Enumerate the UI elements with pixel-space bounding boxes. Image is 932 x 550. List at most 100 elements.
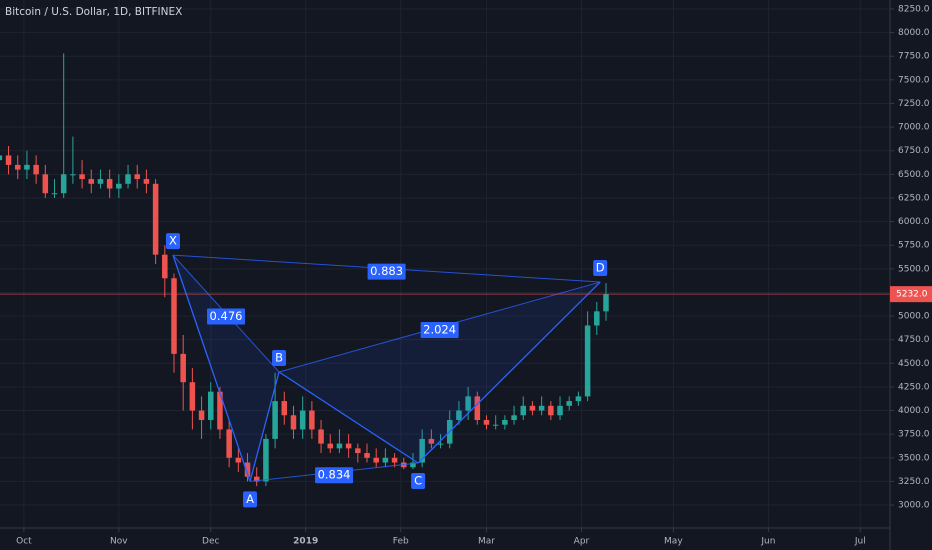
candle-body — [364, 453, 370, 458]
ratio-label: 0.883 — [370, 264, 403, 278]
candle-body — [189, 382, 196, 411]
candle-body — [217, 391, 223, 430]
candle-body — [79, 174, 85, 180]
y-tick-label: 4750.0 — [898, 335, 930, 345]
last-price-label: 5232.0 — [896, 290, 928, 300]
ratio-box — [315, 467, 354, 484]
candle-body — [529, 405, 536, 411]
y-tick-label: 5000.0 — [898, 312, 930, 322]
candle-body — [557, 405, 563, 416]
y-tick-label: 6000.0 — [898, 217, 930, 227]
point-label: B — [275, 351, 283, 365]
pattern-leg — [278, 371, 419, 464]
pattern-leg — [417, 281, 601, 464]
candle-body — [226, 429, 232, 458]
candle-body — [42, 174, 49, 194]
candle-body — [584, 325, 591, 397]
x-tick-label: Apr — [574, 537, 590, 547]
candle-body — [208, 391, 214, 420]
point-label: D — [596, 261, 605, 275]
candle-body — [171, 278, 177, 354]
last-price-box — [890, 286, 932, 303]
candle-body — [198, 410, 205, 420]
point-label: X — [169, 234, 177, 248]
candle-body — [502, 420, 508, 425]
y-tick-label: 3250.0 — [898, 477, 930, 487]
pattern-area — [172, 255, 280, 482]
candle-body — [152, 183, 159, 255]
candle-body — [0, 155, 3, 161]
candle-body — [410, 462, 416, 468]
candle-body — [336, 443, 343, 449]
x-tick-label: Nov — [110, 537, 128, 547]
ratio-box — [367, 263, 406, 280]
y-tick-label: 7750.0 — [898, 52, 930, 62]
candle-body — [290, 415, 297, 430]
candle-body — [520, 405, 527, 416]
candle-body — [253, 476, 260, 482]
candle-body — [272, 401, 278, 439]
chart-title: Bitcoin / U.S. Dollar, 1D, BITFINEX — [5, 6, 182, 18]
grid — [0, 0, 890, 528]
candle-body — [327, 443, 334, 449]
candle-body — [88, 179, 95, 184]
y-tick-label: 4000.0 — [898, 406, 930, 416]
candle-body — [235, 457, 242, 463]
candle-body — [355, 448, 361, 454]
x-tick-label: Jun — [760, 537, 775, 547]
candle-body — [33, 164, 39, 175]
y-tick-label: 5750.0 — [898, 241, 930, 251]
y-tick-label: 8000.0 — [898, 28, 930, 38]
candle-body — [603, 294, 609, 312]
candle-body — [281, 401, 288, 416]
x-tick-label: Mar — [478, 537, 495, 547]
candle-body — [511, 415, 517, 420]
candle-body — [24, 164, 30, 170]
candle-body — [14, 164, 21, 170]
point-box — [243, 491, 258, 508]
ratio-label: 0.476 — [210, 309, 243, 323]
candle-body — [419, 438, 425, 463]
y-tick-label: 6250.0 — [898, 193, 930, 203]
ratio-box — [207, 308, 246, 325]
candle-body — [465, 396, 471, 411]
pattern-area — [279, 282, 601, 463]
candle-body — [492, 424, 499, 426]
ratio-label: 0.834 — [318, 468, 351, 482]
candle-body — [70, 174, 76, 176]
candle-body — [474, 396, 481, 420]
y-tick-label: 7500.0 — [898, 75, 930, 85]
candle-body — [345, 443, 352, 449]
pattern-leg — [172, 254, 251, 482]
plot-area: 0.476 0.834 2.024 0.883 X A B C D — [0, 53, 890, 508]
candle-body — [309, 410, 315, 430]
candle-body — [566, 401, 572, 406]
y-tick-label: 3750.0 — [898, 430, 930, 440]
pattern-leg — [249, 371, 280, 482]
candle-body — [548, 405, 554, 416]
point-label: A — [246, 492, 254, 506]
candle-body — [97, 179, 104, 184]
candle-body — [106, 179, 113, 189]
candle-body — [244, 462, 251, 477]
y-tick-label: 3500.0 — [898, 453, 930, 463]
candle-body — [263, 438, 269, 482]
point-label: C — [414, 473, 422, 487]
candle-body — [428, 438, 435, 444]
y-tick-label: 6750.0 — [898, 146, 930, 156]
axes: 3000.0 3250.0 3500.0 3750.0 4000.0 4250.0 4500… — [16, 4, 932, 547]
candle-body — [373, 457, 379, 463]
y-tick-label: 7250.0 — [898, 99, 930, 109]
candle-body — [180, 353, 186, 383]
candle-body — [299, 410, 306, 430]
y-tick-label: 6500.0 — [898, 170, 930, 180]
candle-body — [437, 443, 444, 445]
candle-body — [382, 457, 389, 463]
candle-body — [594, 311, 600, 326]
candle-body — [162, 254, 168, 279]
candle-body — [5, 155, 12, 165]
y-tick-label: 8250.0 — [898, 4, 930, 14]
y-tick-label: 3000.0 — [898, 501, 930, 511]
